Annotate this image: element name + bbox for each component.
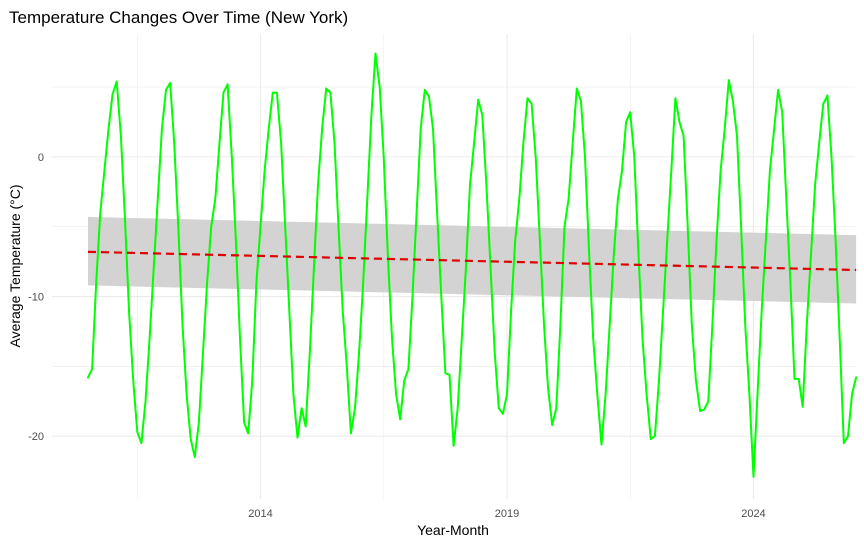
y-tick-label-2: 0 — [38, 152, 44, 164]
chart-title: Temperature Changes Over Time (New York) — [9, 8, 348, 27]
trend-layer — [87, 250, 857, 272]
y-axis-ticks: -20 -10 0 — [28, 152, 44, 443]
x-tick-label-2: 2024 — [741, 508, 765, 520]
x-tick-label-1: 2019 — [495, 508, 519, 520]
y-tick-label-0: -20 — [28, 431, 44, 443]
x-axis-ticks: 2014 2019 2024 — [248, 508, 765, 520]
trend-line — [87, 250, 857, 272]
series-line-0 — [87, 52, 858, 478]
y-tick-label-1: -10 — [28, 292, 44, 304]
x-axis-title: Year-Month — [417, 522, 489, 538]
y-axis-title: Average Temperature (°C) — [7, 184, 23, 347]
x-tick-label-0: 2014 — [248, 508, 272, 520]
series-layer — [87, 52, 858, 478]
